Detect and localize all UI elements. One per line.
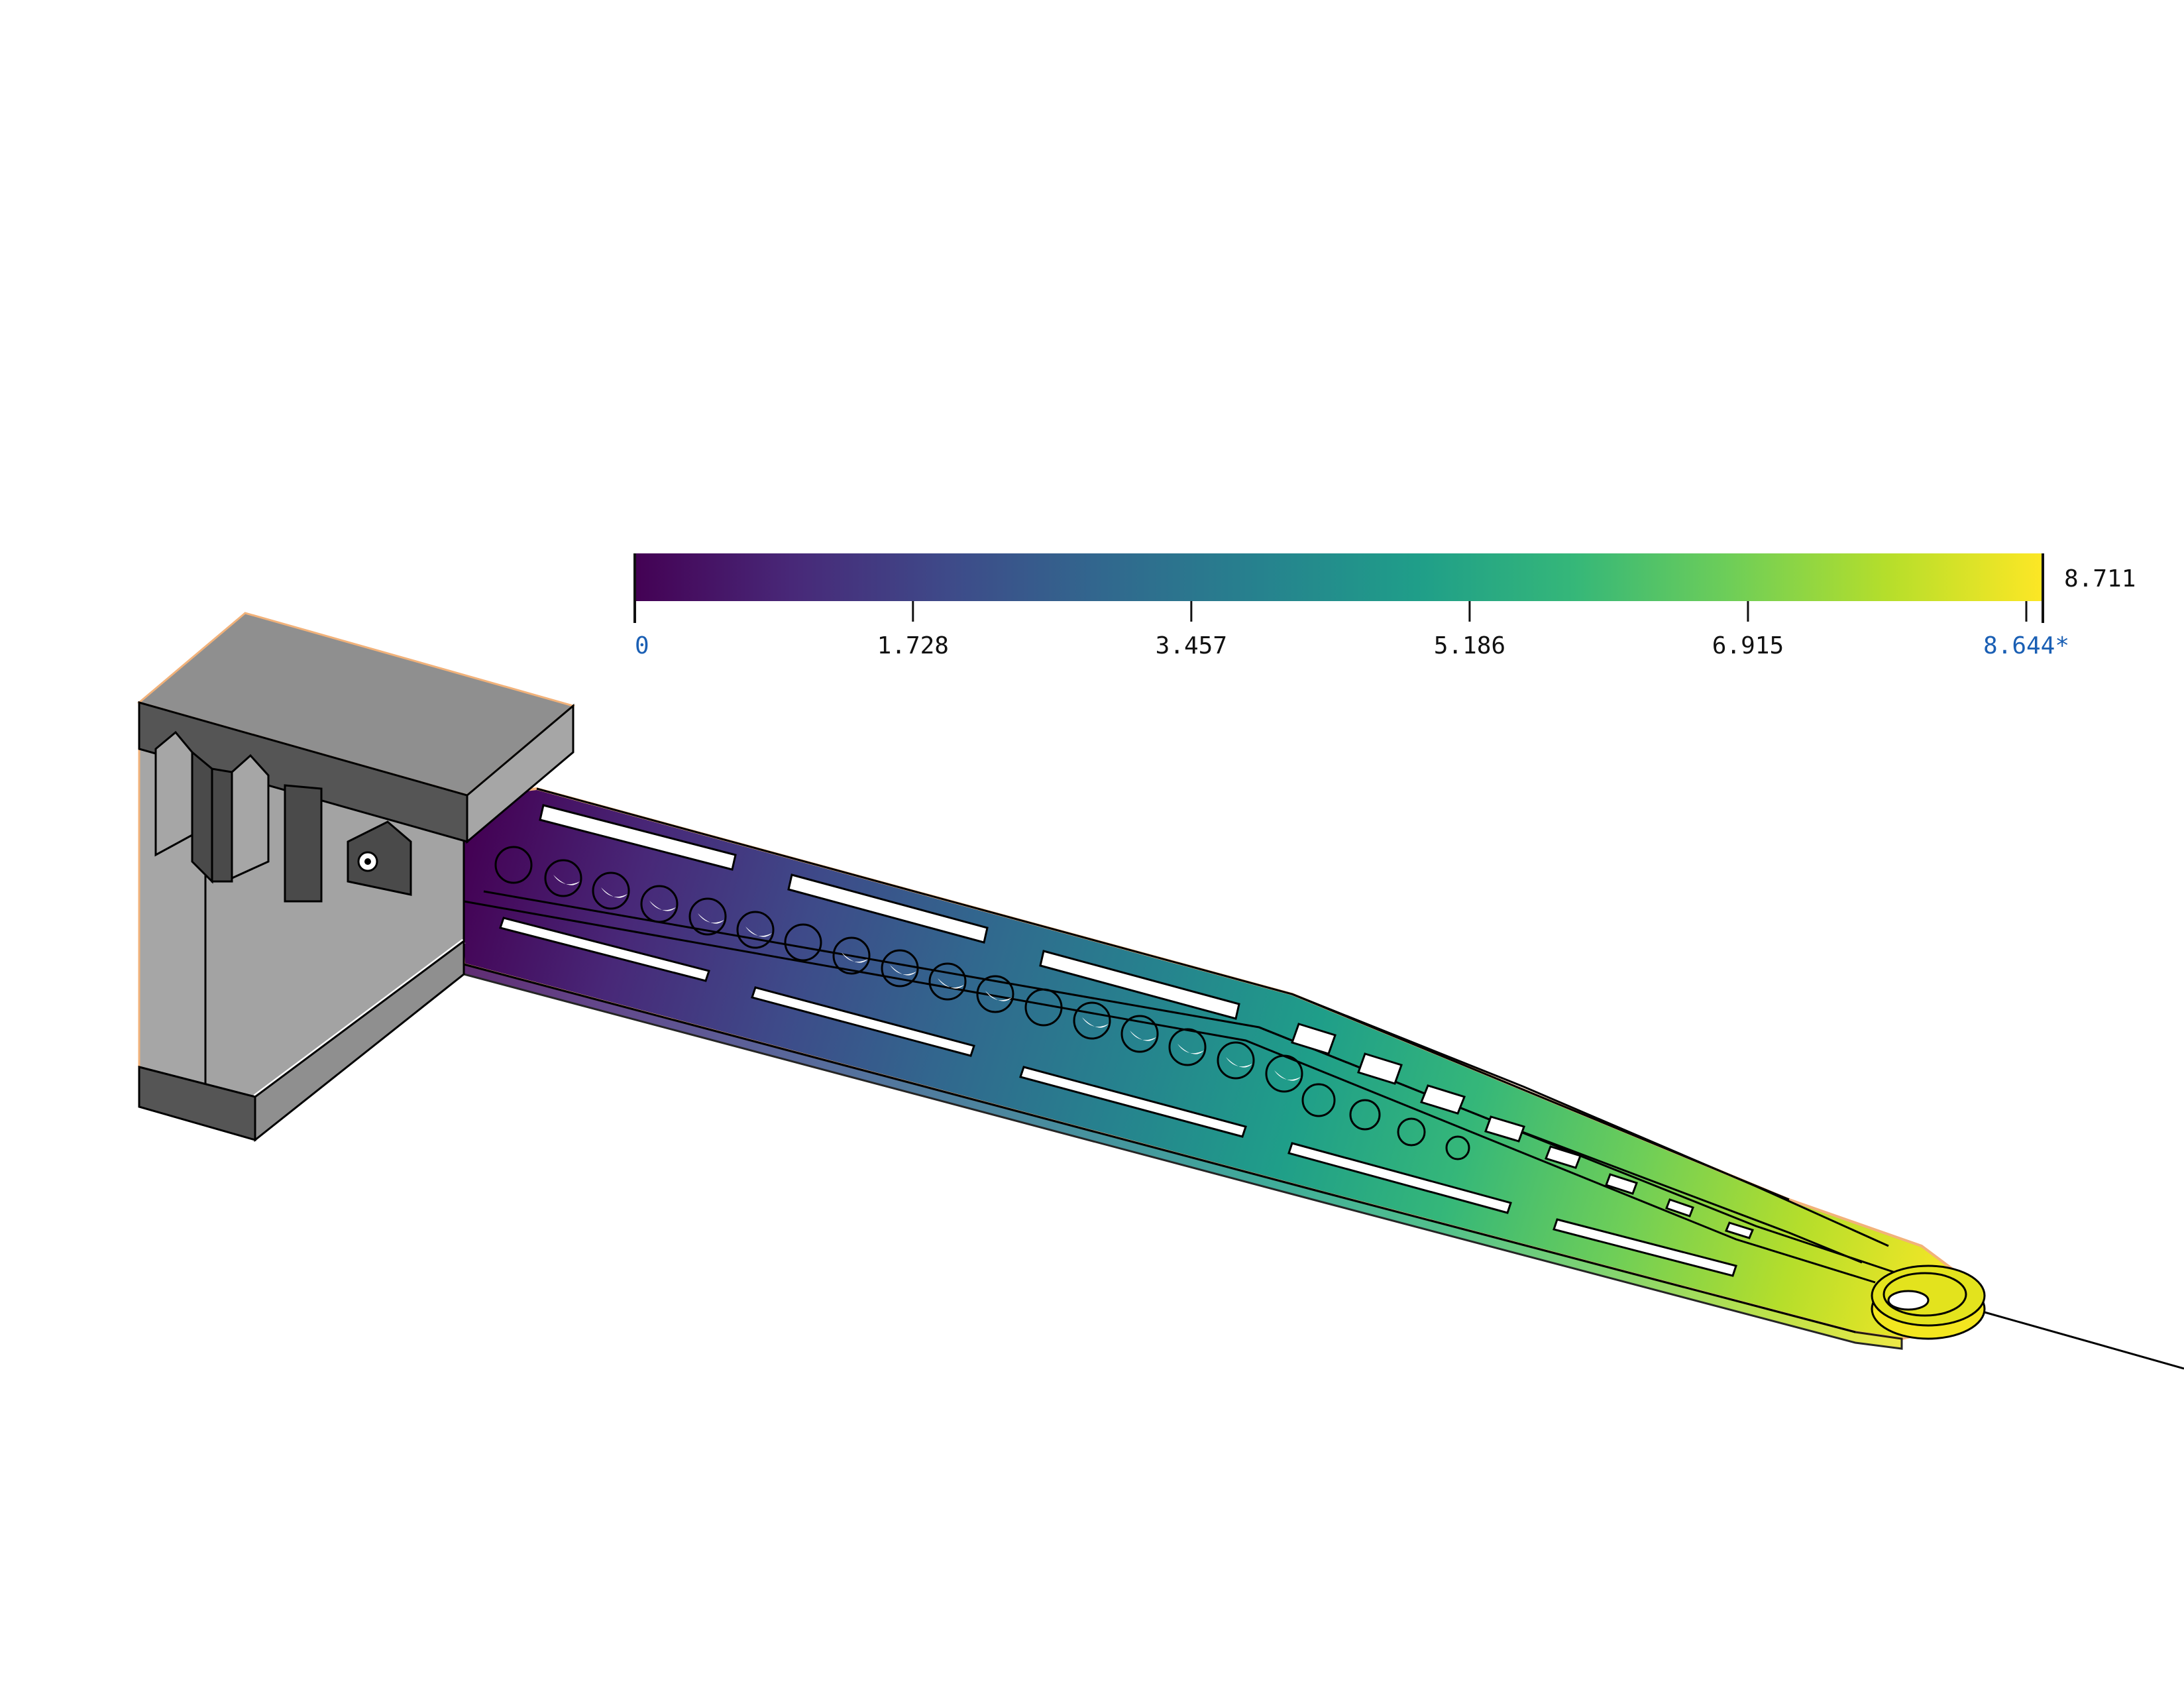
colorbar-tick-label: 3.457 — [1156, 632, 1227, 659]
hole-shine — [745, 927, 772, 937]
hole — [544, 859, 582, 897]
colorbar-ticks: 0 1.728 3.457 5.186 6.915 8.644* — [633, 601, 2069, 659]
cutout — [1665, 1198, 1694, 1217]
rib — [154, 730, 193, 857]
hole — [494, 846, 533, 884]
hole-shine — [553, 875, 580, 885]
upper-slots — [539, 804, 1240, 1020]
hole — [881, 949, 919, 987]
lightening-holes — [494, 846, 1470, 1160]
colorbar-tick-label: 6.915 — [1712, 632, 1784, 659]
cutout — [1291, 1023, 1337, 1055]
hole — [592, 872, 630, 910]
fixture — [136, 612, 576, 1143]
hole — [1024, 988, 1063, 1027]
hole — [832, 936, 871, 975]
hole — [1445, 1135, 1470, 1160]
fixture-top-side — [466, 703, 574, 844]
rib — [284, 784, 323, 903]
fixture-ribs — [154, 730, 323, 903]
hole — [1397, 1117, 1426, 1147]
hole-shine — [1274, 1070, 1301, 1081]
beam-rail-lower — [463, 963, 1856, 1333]
cutout — [1484, 1115, 1525, 1143]
cutout — [1605, 1173, 1638, 1195]
beam-rail-mid2 — [463, 900, 1876, 1284]
hole-shine — [1082, 1017, 1109, 1028]
cutout — [1545, 1145, 1582, 1169]
colorbar-max-label: 8.711 — [2064, 565, 2136, 592]
hole — [640, 885, 679, 923]
colorbar-gradient — [635, 553, 2043, 601]
tip-boss-ring — [1883, 1272, 1967, 1317]
hole — [736, 911, 775, 949]
cutout — [1724, 1221, 1755, 1239]
slot — [751, 986, 975, 1057]
beam-body — [320, 787, 2184, 1370]
hole — [688, 897, 727, 936]
hole — [1217, 1041, 1255, 1080]
slot — [1019, 1066, 1247, 1138]
tip-hole — [1887, 1290, 1930, 1311]
hole — [1073, 1001, 1111, 1040]
hole-shine — [1177, 1044, 1204, 1054]
rib — [211, 767, 233, 883]
colorbar-tick-label: 8.644* — [1983, 632, 2069, 659]
hole-shine — [842, 952, 868, 963]
slot — [539, 804, 737, 871]
load-line — [1984, 1311, 2184, 1370]
hole-shine — [890, 965, 916, 976]
hole — [1120, 1015, 1159, 1053]
hole — [784, 923, 822, 962]
hole-shine — [1226, 1057, 1252, 1068]
hole-shine — [698, 913, 724, 924]
slot — [787, 873, 989, 944]
taper-cutouts — [1291, 1023, 1755, 1239]
pin-inner — [364, 858, 371, 865]
hole — [1265, 1054, 1303, 1093]
slot — [499, 917, 710, 982]
rib — [191, 750, 213, 884]
cutout — [1420, 1084, 1466, 1115]
hole-shine — [938, 978, 964, 989]
colorbar-tick-label: 0 — [635, 632, 649, 659]
colorbar-tick-label: 5.186 — [1434, 632, 1505, 659]
colorbar-legend: 0 1.728 3.457 5.186 6.915 8.644* 8.711 — [633, 553, 2136, 659]
slot — [1553, 1218, 1737, 1277]
hole-shine — [601, 887, 628, 898]
fixture-base-side — [254, 939, 465, 1143]
hole — [976, 975, 1014, 1013]
beam-diagonal-brace-2 — [1291, 993, 1889, 1247]
colorbar-tick-label: 1.728 — [877, 632, 949, 659]
hole-highlights — [553, 875, 1301, 1081]
lower-slots — [499, 917, 1737, 1277]
slot — [1039, 950, 1240, 1020]
rib — [231, 754, 270, 880]
hole-shine — [649, 901, 676, 911]
hole — [1301, 1083, 1336, 1117]
hole — [1349, 1099, 1381, 1131]
cutout — [1357, 1052, 1403, 1085]
slot — [1287, 1142, 1512, 1214]
beam-top-face — [455, 787, 1983, 1341]
hole — [1168, 1028, 1207, 1066]
hole-shine — [985, 991, 1012, 1001]
hole-shine — [1130, 1031, 1156, 1041]
tip-boss — [1871, 1265, 1986, 1327]
hole — [928, 962, 967, 1001]
attachment-tab — [347, 820, 412, 896]
beam-tip-eye — [1871, 1265, 1986, 1340]
